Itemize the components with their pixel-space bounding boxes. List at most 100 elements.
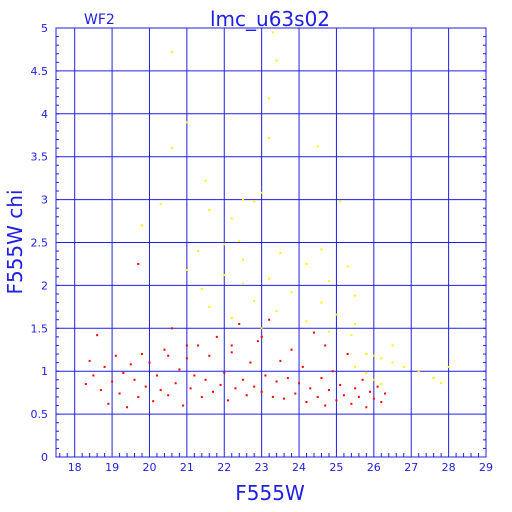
data-point xyxy=(103,365,106,368)
x-tick-label: 23 xyxy=(255,461,269,474)
data-point xyxy=(170,327,173,330)
data-point xyxy=(316,145,319,148)
data-point xyxy=(290,291,293,294)
data-point xyxy=(133,378,136,381)
data-point xyxy=(96,334,99,337)
data-point xyxy=(327,389,330,392)
data-point xyxy=(283,397,286,400)
data-point xyxy=(137,395,140,398)
data-point xyxy=(167,394,170,397)
data-point xyxy=(152,400,155,403)
y-tick-label: 2.5 xyxy=(31,237,49,250)
data-point xyxy=(253,299,256,302)
data-point xyxy=(309,387,312,390)
data-point xyxy=(268,97,271,100)
data-point xyxy=(219,383,222,386)
data-point xyxy=(290,348,293,351)
x-tick-label: 28 xyxy=(442,461,456,474)
data-point xyxy=(365,406,368,409)
data-point xyxy=(298,382,301,385)
data-point xyxy=(122,371,125,374)
data-point xyxy=(170,51,173,54)
data-point xyxy=(167,354,170,357)
data-point xyxy=(268,277,271,280)
data-point xyxy=(84,383,87,386)
data-point xyxy=(331,370,334,373)
data-point xyxy=(92,374,95,377)
data-point xyxy=(391,344,394,347)
data-point xyxy=(335,399,338,402)
data-point xyxy=(279,251,282,254)
data-point xyxy=(305,401,308,404)
data-point xyxy=(118,392,121,395)
data-point xyxy=(227,399,229,402)
data-point xyxy=(342,394,345,397)
data-point xyxy=(357,395,360,398)
data-point xyxy=(230,217,233,220)
data-point xyxy=(335,313,338,316)
x-tick-label: 27 xyxy=(404,461,418,474)
y-tick-label: 2 xyxy=(41,279,48,292)
data-point xyxy=(256,340,259,343)
y-tick-label: 4 xyxy=(41,108,48,121)
data-point xyxy=(447,365,450,368)
data-point xyxy=(279,359,282,362)
panel-label: WF2 xyxy=(84,12,115,28)
data-point xyxy=(200,287,203,290)
data-point xyxy=(380,401,383,404)
data-point xyxy=(197,250,200,253)
data-point xyxy=(402,365,405,368)
data-point xyxy=(204,378,207,381)
data-point xyxy=(200,395,203,398)
data-point xyxy=(369,390,372,393)
data-point xyxy=(185,268,188,271)
data-point xyxy=(372,354,375,357)
x-tick-label: 25 xyxy=(329,461,343,474)
data-point xyxy=(339,383,342,386)
data-point xyxy=(144,385,147,388)
data-point xyxy=(185,121,188,124)
y-tick-label: 4.5 xyxy=(31,65,49,78)
data-point xyxy=(99,389,102,392)
data-point xyxy=(238,323,241,326)
data-point xyxy=(260,390,263,393)
data-point xyxy=(141,353,143,356)
data-point xyxy=(159,389,162,392)
data-point xyxy=(380,357,383,360)
data-point xyxy=(208,208,211,211)
data-point xyxy=(223,371,226,374)
data-point xyxy=(320,301,323,304)
data-point xyxy=(253,385,256,388)
y-tick-label: 0 xyxy=(41,451,48,464)
data-point xyxy=(148,361,151,364)
data-point xyxy=(241,258,244,261)
data-point xyxy=(275,59,278,62)
data-point xyxy=(339,200,342,203)
data-point xyxy=(163,348,166,351)
data-point xyxy=(305,320,308,323)
chart-title: lmc_u63s02 xyxy=(210,7,330,31)
data-point xyxy=(320,377,323,380)
data-point xyxy=(354,365,357,368)
data-point xyxy=(275,380,278,383)
data-point xyxy=(111,380,114,383)
data-point xyxy=(230,351,233,354)
x-tick-labels: 18 19 20 21 22 23 24 25 26 27 28 29 xyxy=(68,461,493,474)
data-point xyxy=(107,402,110,405)
x-tick-label: 19 xyxy=(105,461,119,474)
data-point xyxy=(241,282,244,285)
y-tick-label: 5 xyxy=(41,22,48,35)
x-tick-label: 26 xyxy=(367,461,381,474)
y-tick-label: 1.5 xyxy=(31,322,49,335)
data-point xyxy=(182,404,185,407)
data-point xyxy=(159,202,162,205)
data-point xyxy=(245,394,248,397)
x-tick-label: 18 xyxy=(68,461,82,474)
data-point xyxy=(271,395,274,398)
x-axis-label: F555W xyxy=(235,481,305,505)
x-tick-label: 29 xyxy=(479,461,493,474)
data-point xyxy=(301,365,304,368)
y-tick-labels: 0 0.5 1 1.5 2 2.5 3 3.5 4 4.5 5 xyxy=(31,22,49,464)
